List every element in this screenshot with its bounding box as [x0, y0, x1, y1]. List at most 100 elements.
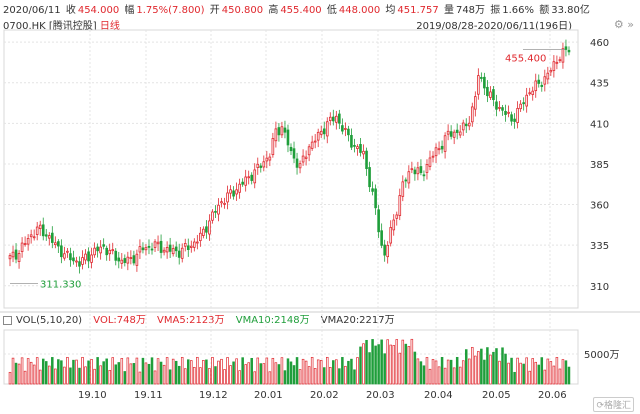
candle-body	[138, 246, 142, 253]
candle-body	[322, 128, 326, 135]
time-tick-label: 20.06	[538, 390, 567, 401]
candle-body	[75, 260, 78, 263]
candle-body	[368, 167, 371, 188]
volume-bar	[84, 366, 87, 385]
volume-bar	[232, 361, 235, 385]
volume-bar	[238, 370, 241, 385]
candle-body	[126, 256, 130, 264]
volume-bar	[335, 359, 338, 385]
volume-bar	[564, 360, 568, 385]
volume-bar	[356, 357, 359, 385]
candle-body	[259, 165, 263, 168]
volume-bar	[498, 360, 501, 385]
candle-body	[57, 241, 60, 247]
high-label: 高	[268, 5, 279, 16]
volume-bar	[440, 357, 444, 385]
candle-body	[437, 148, 441, 151]
candle-body	[241, 181, 244, 185]
candle-body	[552, 61, 556, 71]
period-tag[interactable]: 日线	[99, 21, 120, 32]
volume-bar	[495, 348, 498, 385]
volume-bar	[93, 368, 96, 385]
candle-body	[543, 76, 547, 85]
candle-body	[35, 226, 39, 235]
candle-body	[29, 234, 33, 238]
candle-body	[72, 257, 75, 262]
volume-bar	[552, 365, 556, 385]
volume-value: 748万	[455, 5, 486, 16]
price-tick-label: 460	[590, 38, 609, 49]
candle-body	[498, 106, 501, 109]
vma5-value: VMA5:2123万	[157, 315, 225, 326]
volume-bar	[468, 358, 471, 385]
volume-bar	[280, 357, 284, 385]
volume-bar	[120, 358, 124, 385]
volume-bar	[223, 369, 226, 385]
stock-name: [腾讯控股]	[48, 21, 97, 32]
volume-bar	[220, 358, 223, 385]
volume-bar	[174, 360, 178, 385]
volume-bar	[449, 359, 453, 385]
candle-body	[108, 249, 112, 255]
price-tick-label: 310	[590, 282, 609, 293]
candle-body	[467, 122, 471, 127]
volume-bar	[567, 366, 571, 385]
candle-body	[380, 230, 383, 246]
candle-body	[66, 250, 69, 253]
volume-bar	[410, 338, 414, 385]
high-value: 455.400	[280, 5, 322, 16]
candle-body	[410, 168, 414, 171]
volume-bar	[304, 360, 308, 385]
candle-body	[177, 250, 181, 258]
candle-body	[555, 61, 559, 64]
time-tick-label: 20.03	[366, 390, 395, 401]
price-tick-label: 435	[590, 79, 609, 90]
candle-body	[102, 244, 105, 247]
candle-body	[422, 174, 426, 177]
candle-body	[81, 257, 84, 265]
volume-bar	[347, 360, 350, 385]
candle-body	[84, 253, 87, 261]
volume-bar	[265, 357, 269, 385]
volume-bar	[371, 339, 374, 385]
candle-body	[235, 189, 238, 195]
stock-symbol: 0700.HK	[3, 21, 46, 32]
candle-body	[141, 247, 145, 251]
volume-bar	[555, 357, 559, 385]
candle-body	[480, 77, 483, 79]
change-label: 幅	[124, 5, 135, 16]
amplitude-label: 振	[490, 5, 501, 16]
volume-bar	[368, 352, 371, 385]
candle-body	[464, 123, 468, 127]
volume-bar	[522, 363, 525, 385]
volume-bar	[395, 339, 399, 385]
candle-body	[90, 254, 93, 263]
volume-bar	[168, 369, 172, 385]
volume-bar	[60, 360, 63, 385]
candle-body	[253, 169, 257, 184]
volume-toggle-checkbox[interactable]	[3, 315, 12, 325]
volume-bar	[386, 339, 389, 385]
volume-bar	[235, 358, 238, 385]
candle-body	[23, 243, 27, 245]
volume-bar	[434, 360, 438, 385]
volume-bar	[546, 358, 550, 385]
gear-icon[interactable]: ⚙	[613, 18, 624, 31]
volume-bar	[29, 361, 33, 385]
candle-body	[325, 121, 329, 137]
candle-body	[247, 176, 251, 179]
volume-bar	[313, 368, 317, 385]
candle-body	[211, 211, 214, 221]
volume-bar	[558, 368, 562, 385]
volume-bar	[144, 362, 148, 385]
volume-bar	[244, 364, 247, 385]
candle-body	[186, 245, 190, 250]
vma20-value: VMA20:2217万	[320, 315, 395, 326]
volume-bar	[516, 357, 519, 385]
volume-bar	[322, 367, 326, 385]
candle-body	[537, 79, 541, 84]
candle-body	[341, 125, 344, 132]
chevron-double-icon[interactable]: »	[627, 18, 634, 31]
volume-bar	[96, 357, 99, 385]
